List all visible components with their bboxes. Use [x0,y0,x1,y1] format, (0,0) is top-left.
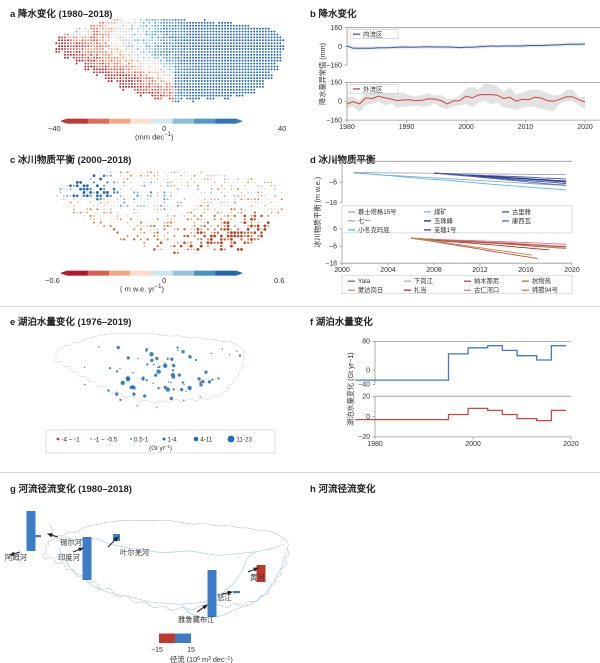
svg-text:2000: 2000 [334,267,350,274]
svg-text:纳木那尼: 纳木那尼 [474,276,499,285]
svg-text:抗物热: 抗物热 [532,276,552,285]
svg-text:径流 (106 m3 dec−1): 径流 (106 m3 dec−1) [170,655,233,663]
svg-text:2020: 2020 [577,124,593,131]
svg-text:2016: 2016 [518,267,534,274]
svg-text:−40: −40 [358,382,370,389]
svg-text:煤矿: 煤矿 [434,207,447,216]
svg-text:0: 0 [366,367,370,374]
svg-text:0: 0 [338,99,342,106]
svg-text:锡尔河: 锡尔河 [60,538,83,547]
svg-text:慕士塔格15号: 慕士塔格15号 [358,207,397,216]
svg-text:湖泊水量变化 (Gt yr−1): 湖泊水量变化 (Gt yr−1) [346,352,355,426]
svg-text:80: 80 [362,339,370,346]
svg-text:11-23: 11-23 [236,436,252,443]
svg-text:印度河: 印度河 [58,553,81,562]
svg-text:2004: 2004 [380,267,396,274]
svg-text:6: 6 [333,159,337,166]
svg-text:160: 160 [330,80,342,87]
svg-text:下岗江: 下岗江 [414,277,434,285]
svg-text:雅鲁藏布江: 雅鲁藏布江 [178,615,214,624]
svg-text:160: 160 [330,25,342,32]
svg-text:七一: 七一 [358,216,371,225]
svg-text:怒江: 怒江 [217,593,232,602]
svg-text:2012: 2012 [472,267,488,274]
svg-text:-4 ~ -1: -4 ~ -1 [61,436,80,443]
svg-text:1980: 1980 [367,441,383,448]
svg-text:Yala: Yala [358,278,371,285]
svg-text:6: 6 [333,226,337,233]
svg-text:0: 0 [338,44,342,51]
svg-text:康西瓦: 康西瓦 [512,216,532,225]
svg-text:1990: 1990 [399,124,415,131]
svg-text:蒙达岗日: 蒙达岗日 [358,285,383,294]
svg-text:2010: 2010 [518,124,534,131]
svg-text:−15: −15 [151,647,163,654]
svg-text:冰川物质平衡 (m w.e.): 冰川物质平衡 (m w.e.) [313,177,322,248]
svg-text:2020: 2020 [563,441,579,448]
svg-text:帏戆94号: 帏戆94号 [532,285,558,294]
svg-text:0.5-1: 0.5-1 [134,436,149,443]
svg-text:内流区: 内流区 [363,30,383,39]
svg-text:扎当: 扎当 [414,285,427,294]
svg-text:15: 15 [187,647,195,654]
svg-text:外流区: 外流区 [363,84,383,93]
svg-text:1-4: 1-4 [168,436,178,443]
svg-text:4-11: 4-11 [200,436,213,443]
svg-text:2000: 2000 [465,441,481,448]
svg-text:20: 20 [362,394,370,401]
svg-text:玉珠峰: 玉珠峰 [434,216,454,225]
svg-text:2000: 2000 [458,124,474,131]
svg-text:−6: −6 [329,179,337,186]
svg-text:古里雅: 古里雅 [512,207,532,216]
svg-text:羌塘1号: 羌塘1号 [434,225,456,234]
svg-text:1980: 1980 [339,124,355,131]
svg-text:−18: −18 [325,200,337,207]
svg-text:黄河: 黄河 [250,573,265,582]
svg-text:−160: −160 [326,63,342,70]
svg-text:0: 0 [366,414,370,421]
svg-text:2020: 2020 [564,267,580,274]
svg-text:阿姆河: 阿姆河 [5,553,28,562]
svg-text:2008: 2008 [426,267,442,274]
svg-text:-1 ~ -0.5: -1 ~ -0.5 [94,436,118,443]
svg-text:古仁河口: 古仁河口 [474,285,499,294]
svg-text:叶尔羌河: 叶尔羌河 [120,548,150,557]
svg-text:降水量异常值 (mm): 降水量异常值 (mm) [318,43,327,105]
svg-text:小冬克玛底: 小冬克玛底 [358,225,390,234]
svg-text:−6: −6 [329,243,337,250]
